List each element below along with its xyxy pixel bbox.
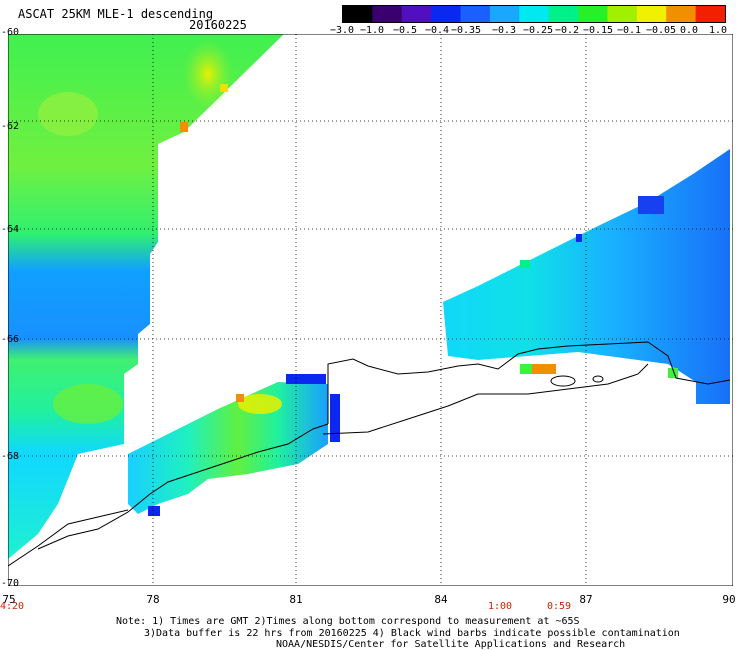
colorbar-label: −0.5 <box>392 25 418 36</box>
latitude-label: -60 <box>1 27 20 38</box>
longitude-label: 81 <box>289 593 303 606</box>
colorbar-swatch <box>695 6 725 22</box>
product-title: ASCAT 25KM MLE-1 descending <box>18 7 214 21</box>
colorbar-label: −0.4 <box>424 25 450 36</box>
longitude-label: 87 <box>579 593 593 606</box>
latitude-label: -66 <box>1 334 20 345</box>
colorbar-swatch <box>519 6 550 22</box>
colorbar-swatch <box>636 6 667 22</box>
colorbar-label: −0.35 <box>450 25 482 36</box>
colorbar <box>342 5 726 23</box>
footer-note-2: 3)Data buffer is 22 hrs from 20160225 4)… <box>144 628 680 639</box>
east-swath <box>443 149 730 404</box>
colorbar-swatch <box>666 6 697 22</box>
colorbar-label: −1.0 <box>359 25 385 36</box>
colorbar-label: 1.0 <box>708 25 728 36</box>
grid-lines <box>8 34 733 586</box>
longitude-label: 75 <box>2 593 16 606</box>
colorbar-swatch <box>431 6 462 22</box>
footer-note-1: Note: 1) Times are GMT 2)Times along bot… <box>116 616 580 627</box>
colorbar-label: −0.15 <box>582 25 614 36</box>
latitude-label: -64 <box>1 224 20 235</box>
product-date: 20160225 <box>189 18 247 32</box>
colorbar-swatch <box>489 6 520 22</box>
colorbar-swatch <box>343 6 373 22</box>
longitude-label: 78 <box>146 593 160 606</box>
colorbar-swatch <box>548 6 579 22</box>
colorbar-label: −0.25 <box>522 25 554 36</box>
time-label: 4:20 <box>0 601 25 612</box>
west-swath <box>8 34 284 559</box>
time-label: 0:59 <box>546 601 572 612</box>
coastal-band <box>128 374 340 516</box>
colorbar-swatch <box>578 6 608 22</box>
coastline <box>8 341 731 567</box>
colorbar-label: −0.3 <box>491 25 517 36</box>
colorbar-label: −0.2 <box>554 25 580 36</box>
latitude-label: -68 <box>1 451 20 462</box>
longitude-label: 90 <box>722 593 736 606</box>
colorbar-label: −0.1 <box>616 25 642 36</box>
latitude-label: -62 <box>1 121 20 132</box>
swath-map <box>8 34 733 586</box>
longitude-label: 84 <box>434 593 448 606</box>
colorbar-label: −0.05 <box>645 25 677 36</box>
colorbar-swatch <box>372 6 403 22</box>
time-label: 1:00 <box>487 601 513 612</box>
colorbar-swatch <box>401 6 432 22</box>
colorbar-swatch <box>460 6 491 22</box>
colorbar-label: −3.0 <box>329 25 355 36</box>
latitude-label: -70 <box>1 578 20 589</box>
colorbar-swatch <box>607 6 638 22</box>
footer-note-3: NOAA/NESDIS/Center for Satellite Applica… <box>276 639 626 650</box>
colorbar-label: 0.0 <box>679 25 699 36</box>
